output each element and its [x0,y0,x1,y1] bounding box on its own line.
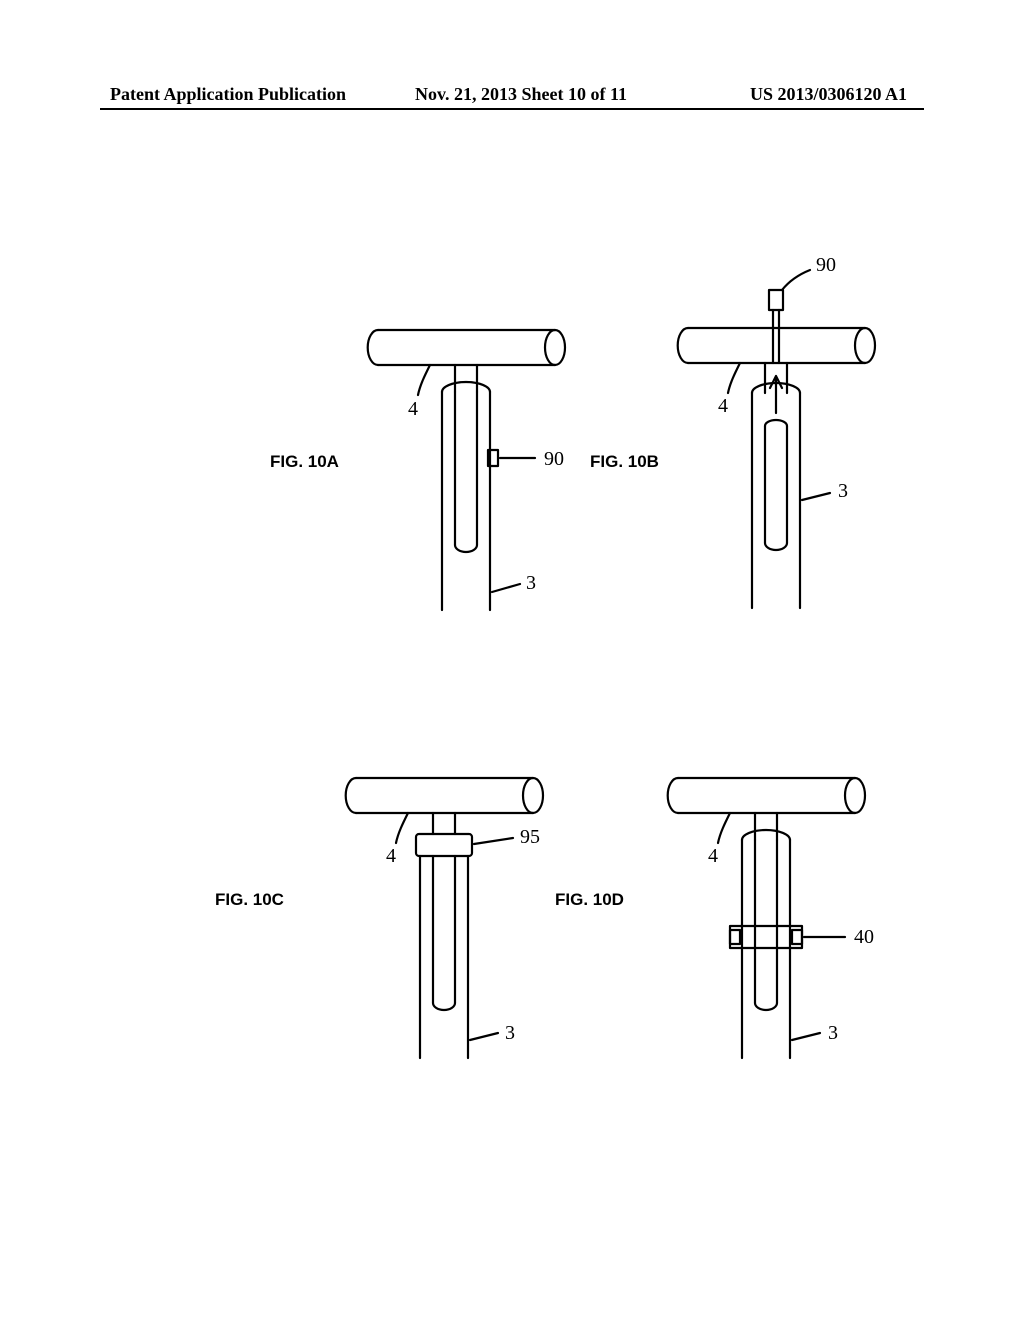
ref-10d-3: 3 [828,1022,838,1045]
ref-10c-4: 4 [386,845,396,868]
header-right: US 2013/0306120 A1 [750,84,907,105]
ref-10b-4: 4 [718,395,728,418]
figure-10c [338,758,578,1078]
ref-10c-95: 95 [520,826,540,849]
ref-10a-3: 3 [526,572,536,595]
ref-10d-40: 40 [854,926,874,949]
ref-10a-4: 4 [408,398,418,421]
ref-10b-3: 3 [838,480,848,503]
fig-label-10d: FIG. 10D [555,890,624,910]
fig-label-10b: FIG. 10B [590,452,659,472]
ref-10c-3: 3 [505,1022,515,1045]
fig-label-10c: FIG. 10C [215,890,284,910]
header-left: Patent Application Publication [110,84,346,105]
header-center: Nov. 21, 2013 Sheet 10 of 11 [415,84,627,105]
header-rule [100,108,924,110]
figure-10b [670,268,920,628]
ref-10d-4: 4 [708,845,718,868]
ref-10b-90: 90 [816,254,836,277]
fig-label-10a: FIG. 10A [270,452,339,472]
ref-10a-90: 90 [544,448,564,471]
figure-10d [660,758,910,1078]
